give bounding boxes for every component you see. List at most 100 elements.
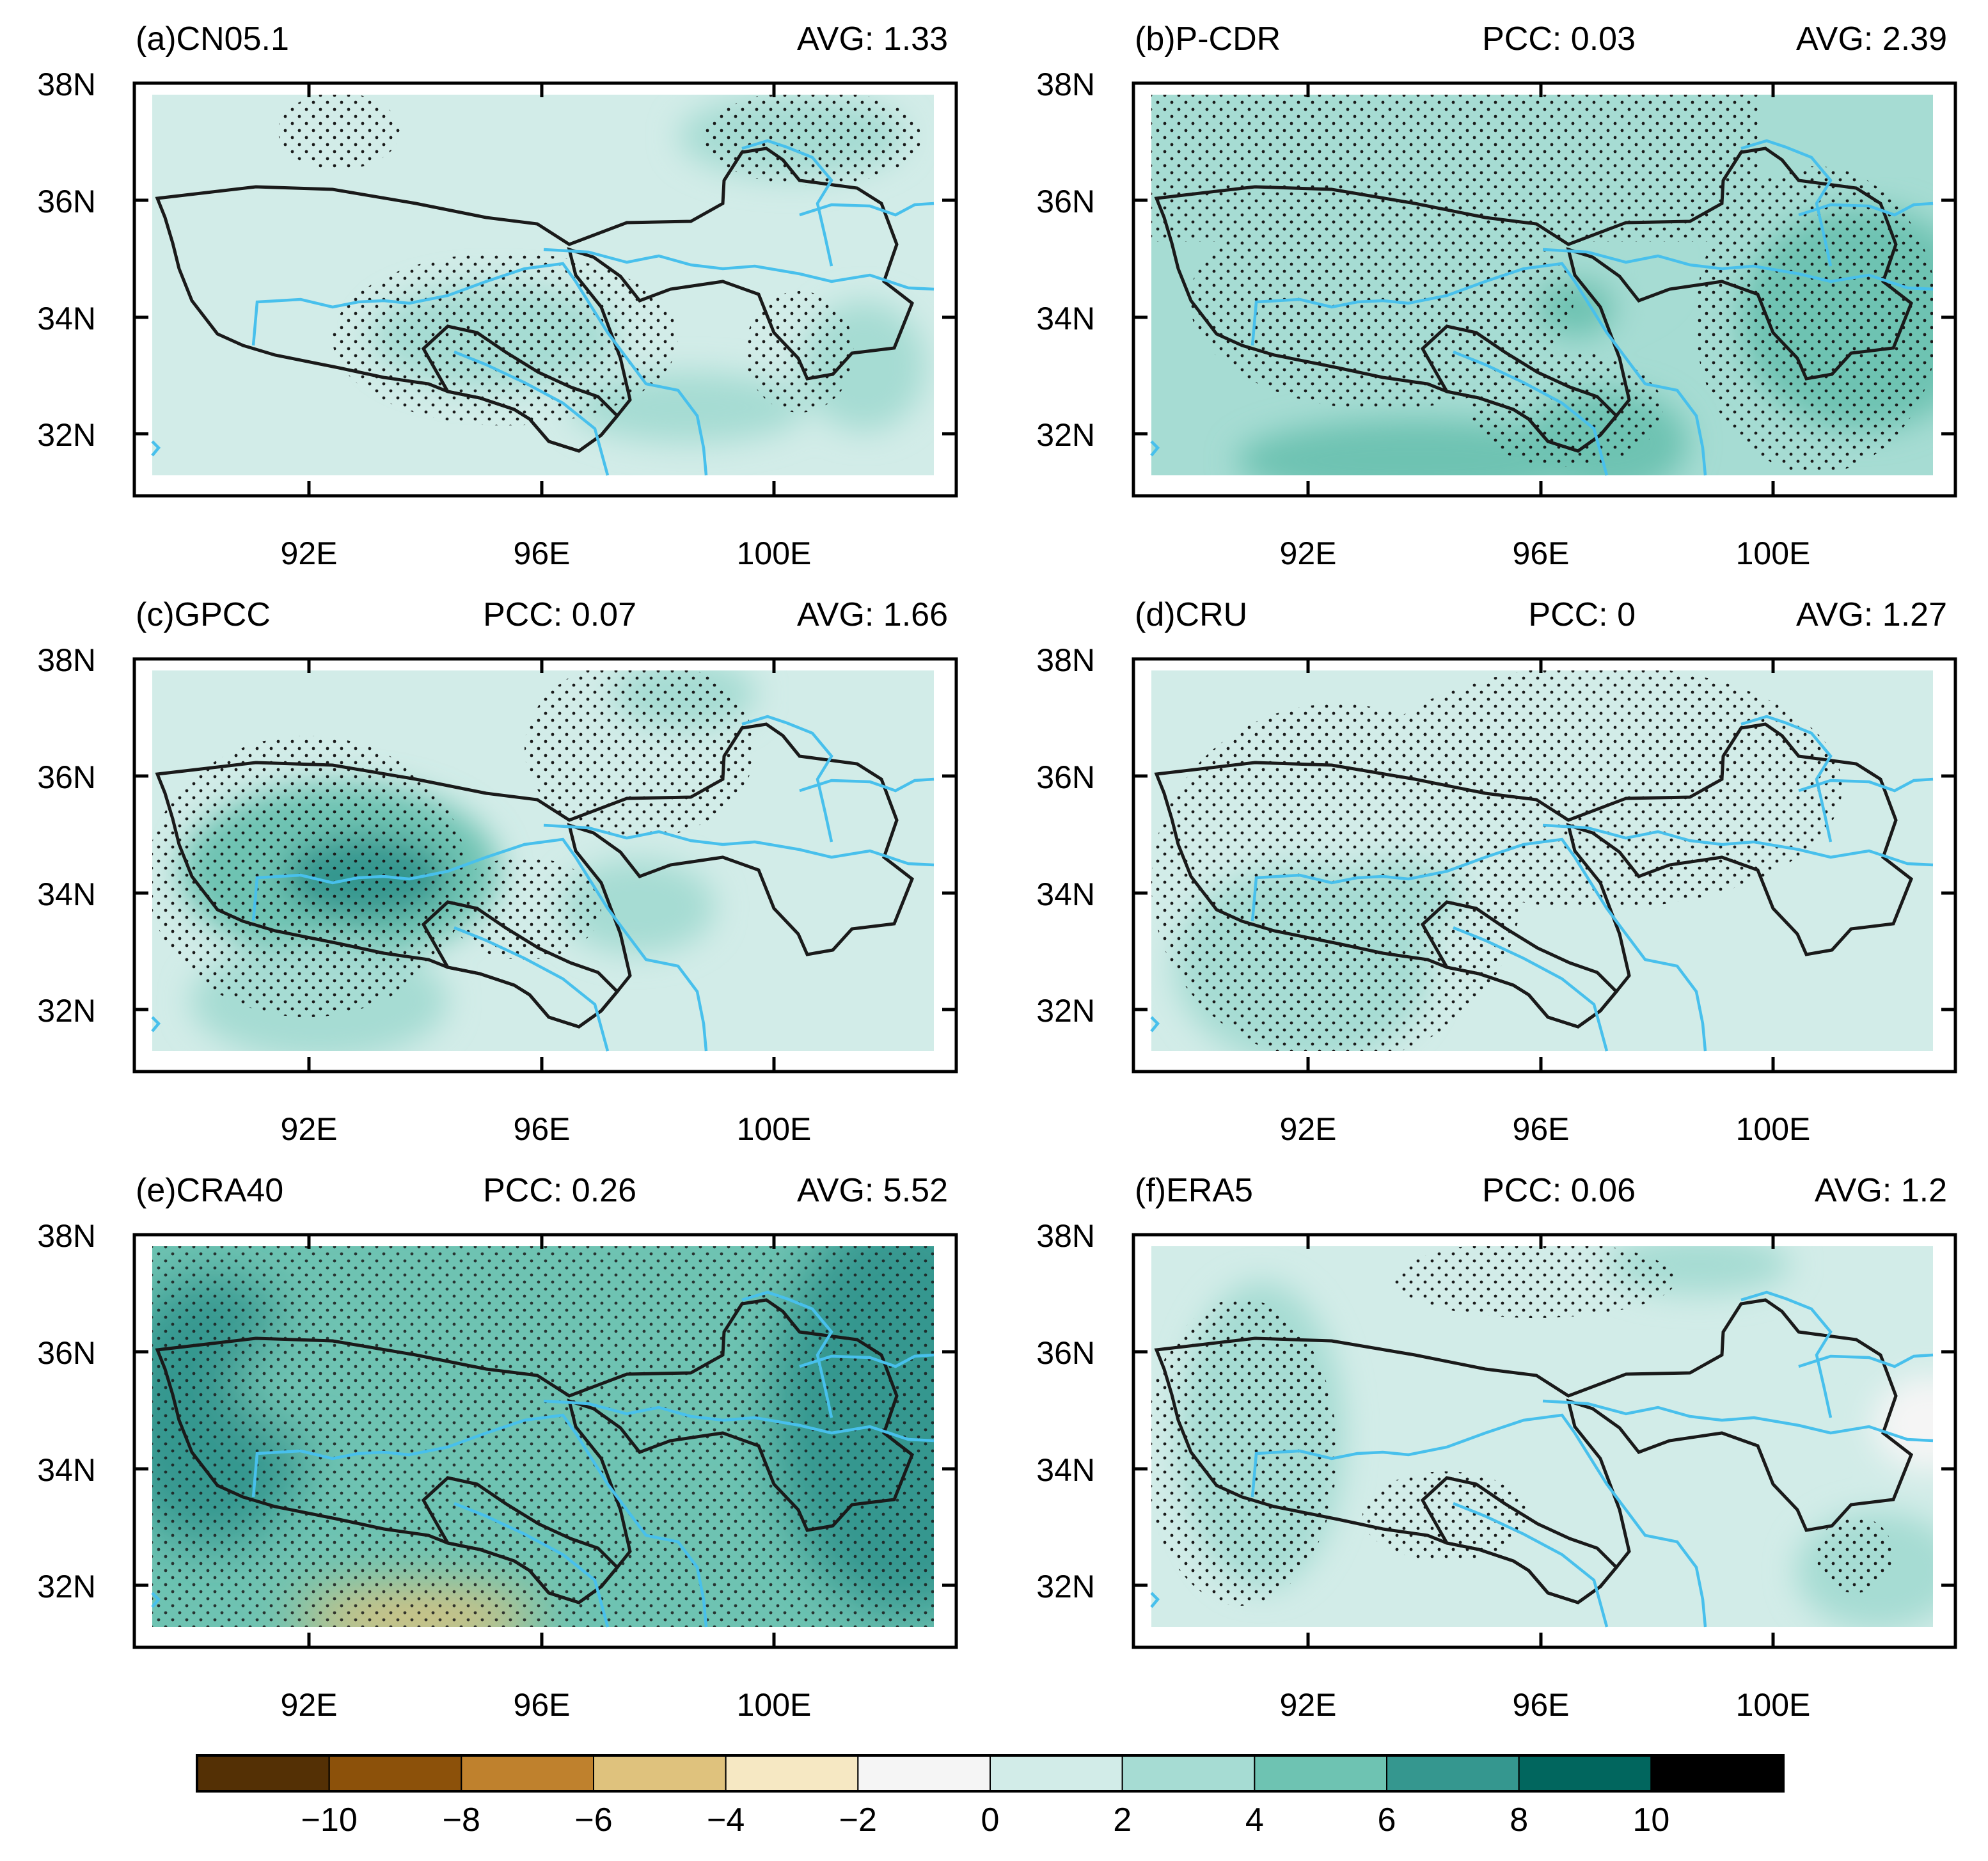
colorbar-box [593,1755,727,1792]
xtick-label: 100E [1736,1687,1811,1723]
ytick-label: 34N [1036,301,1095,337]
stipple-significance [1151,1246,1893,1606]
colorbar-box [725,1755,859,1792]
avg-label: AVG: 1.27 [1796,596,1947,633]
ytick-label: 36N [1036,1335,1095,1371]
colorbar-box [1386,1755,1520,1792]
colorbar-box [990,1755,1123,1792]
pcc-label: PCC: 0.03 [1482,20,1636,58]
map-boundaries [1150,1290,1934,1627]
ytick-label: 34N [1036,1452,1095,1488]
xtick-label: 96E [1513,1687,1570,1723]
ytick-label: 32N [37,1569,96,1604]
ytick-label: 36N [37,759,96,795]
colorbar-tick-label: −10 [301,1802,358,1839]
panel-title: (a)CN05.1 [136,20,289,58]
map-panel-d: (d)CRU PCC: 0 AVG: 1.27 [1036,596,1957,1147]
ytick-label: 32N [1036,993,1095,1029]
axes-frame: 38N 36N 34N 32N 92E 96E 100E [1036,67,1957,571]
ytick-label: 32N [37,993,96,1029]
ytick-label: 34N [37,1452,96,1488]
map-boundaries [151,715,935,1052]
xtick-label: 100E [737,1687,812,1723]
ytick-label: 38N [1036,642,1095,678]
colorbar-tick-label: −4 [707,1802,745,1839]
colorbar-tick-label: 6 [1378,1802,1396,1839]
ytick-label: 32N [37,417,96,453]
colorbar-tick-label: 10 [1632,1802,1669,1839]
xtick-label: 96E [1513,535,1570,571]
colorbar-tick-labels: −10 −8 −6 −4 −2 0 2 4 6 8 10 [301,1802,1670,1839]
ytick-label: 38N [1036,1218,1095,1254]
map-panel-f: (f)ERA5 PCC: 0.06 AVG: 1.2 [1036,1172,1957,1723]
panel-title: (d)CRU [1135,596,1247,633]
map-boundaries [1150,715,1934,1052]
colorbar-box [1121,1755,1256,1792]
colorbar-tick-label: −2 [839,1802,877,1839]
ytick-label: 36N [1036,184,1095,219]
pcc-label: PCC: 0.26 [483,1172,636,1209]
axes-frame: 38N 36N 34N 32N 92E 96E 100E [1036,642,1957,1147]
ytick-label: 34N [37,301,96,337]
colorbar-tick-label: 4 [1245,1802,1264,1839]
panel-title: (c)GPCC [136,596,271,633]
colorbar-tick-label: −6 [574,1802,612,1839]
stipple-significance [1151,95,1933,473]
colorbar-box [1518,1755,1652,1792]
panel-title: (f)ERA5 [1135,1172,1253,1209]
stipple-significance [1151,670,1842,1051]
colorbar: −10 −8 −6 −4 −2 0 2 4 6 8 10 [196,1754,1785,1839]
map-boundaries [1150,139,1934,476]
xtick-label: 96E [514,1111,571,1147]
xtick-label: 96E [514,535,571,571]
colorbar-frame [196,1754,1785,1793]
map-boundaries [151,139,935,476]
xtick-label: 92E [1280,1111,1337,1147]
colorbar-box [857,1755,991,1792]
xtick-label: 92E [281,1687,338,1723]
colorbar-box [1650,1755,1784,1792]
map-panel-e: (e)CRA40 PCC: 0.26 AVG: 5.52 [37,1172,958,1723]
ytick-label: 34N [1036,876,1095,912]
avg-label: AVG: 2.39 [1796,20,1947,58]
xtick-label: 92E [281,535,338,571]
panel-title: (b)P-CDR [1135,20,1281,58]
axes-frame: 38N 36N 34N 32N 92E 96E 100E [37,1218,958,1723]
stipple-significance [152,670,755,1017]
colorbar-tick-label: 2 [1113,1802,1132,1839]
xtick-label: 92E [1280,1687,1337,1723]
ytick-label: 38N [1036,67,1095,102]
xtick-label: 96E [514,1687,571,1723]
stipple-significance [152,1246,934,1627]
ytick-label: 36N [37,1335,96,1371]
xtick-label: 92E [1280,535,1337,571]
panel-title: (e)CRA40 [136,1172,283,1209]
map-panel-b: (b)P-CDR PCC: 0.03 AVG: 2.39 [1036,20,1957,571]
ytick-label: 32N [1036,417,1095,453]
field-anomaly [1873,1376,1933,1471]
colorbar-box [328,1755,462,1792]
field-anomaly [560,859,715,954]
xtick-label: 100E [1736,535,1811,571]
avg-label: AVG: 1.2 [1815,1172,1947,1209]
ytick-label: 36N [1036,759,1095,795]
axes-frame: 38N 36N 34N 32N 92E 96E 100E [1036,1218,1957,1723]
avg-label: AVG: 1.33 [797,20,948,58]
pcc-label: PCC: 0.06 [1482,1172,1636,1209]
avg-label: AVG: 1.66 [797,596,948,633]
ytick-label: 34N [37,876,96,912]
ytick-label: 36N [37,184,96,219]
xtick-label: 96E [1513,1111,1570,1147]
xtick-label: 100E [737,1111,812,1147]
ytick-label: 32N [1036,1569,1095,1604]
xtick-label: 100E [737,535,812,571]
colorbar-boxes [196,1755,1784,1792]
avg-label: AVG: 5.52 [797,1172,948,1209]
colorbar-tick-label: 8 [1510,1802,1528,1839]
colorbar-box [461,1755,594,1792]
xtick-label: 100E [1736,1111,1811,1147]
map-boundaries [151,1290,935,1627]
colorbar-tick-label: 0 [981,1802,1000,1839]
pcc-label: PCC: 0 [1528,596,1636,633]
